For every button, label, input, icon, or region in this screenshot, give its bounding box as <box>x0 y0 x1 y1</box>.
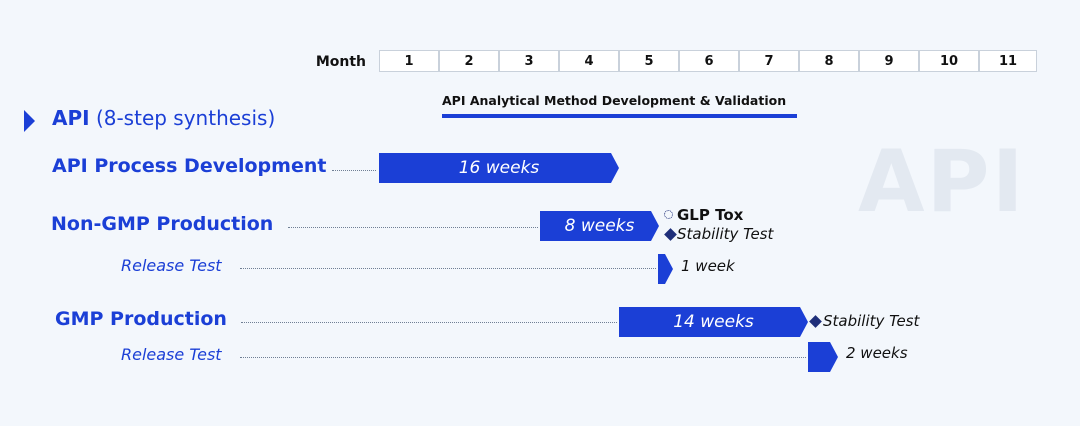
glp-tox-marker-icon <box>664 210 673 219</box>
stability-test-note: Stability Test <box>677 225 774 243</box>
non-gmp-production-label: Non-GMP Production <box>51 213 274 235</box>
leader-dots <box>288 227 538 228</box>
section-title-bold: API <box>52 106 90 130</box>
month-cell: 1 <box>379 50 439 72</box>
month-cell: 5 <box>619 50 679 72</box>
month-cell: 10 <box>919 50 979 72</box>
release-test-label: Release Test <box>121 345 222 364</box>
release-test-duration: 1 week <box>681 257 735 275</box>
non-gmp-production-bar: 8 weeks <box>540 211 659 241</box>
leader-dots <box>241 322 617 323</box>
glp-tox-note: GLP Tox <box>677 206 744 224</box>
month-cell: 9 <box>859 50 919 72</box>
section-arrow-icon <box>24 110 35 132</box>
api-process-development-bar: 16 weeks <box>379 153 619 183</box>
month-cell: 3 <box>499 50 559 72</box>
release-test-label: Release Test <box>121 256 222 275</box>
month-cell: 4 <box>559 50 619 72</box>
month-cell: 11 <box>979 50 1037 72</box>
leader-dots <box>240 268 656 269</box>
gmp-stability-test-note: Stability Test <box>823 312 920 330</box>
api-process-development-label: API Process Development <box>52 155 327 177</box>
release-test-bar <box>658 254 673 284</box>
leader-dots <box>240 357 806 358</box>
api-watermark: API <box>858 132 1026 232</box>
release-test-duration: 2 weeks <box>846 344 908 362</box>
month-cell: 7 <box>739 50 799 72</box>
gmp-production-label: GMP Production <box>55 308 227 330</box>
analytical-method-bar <box>442 114 797 118</box>
stability-test-diamond-icon <box>809 315 822 328</box>
month-cell: 2 <box>439 50 499 72</box>
stability-test-diamond-icon <box>664 228 677 241</box>
analytical-method-title: API Analytical Method Development & Vali… <box>442 93 787 108</box>
release-test-bar <box>808 342 838 372</box>
section-title: API (8-step synthesis) <box>52 106 275 130</box>
section-title-rest: (8-step synthesis) <box>95 106 276 130</box>
month-label: Month <box>315 54 366 70</box>
month-cell: 8 <box>799 50 859 72</box>
gmp-production-bar: 14 weeks <box>619 307 808 337</box>
month-cell: 6 <box>679 50 739 72</box>
leader-dots <box>332 170 376 171</box>
